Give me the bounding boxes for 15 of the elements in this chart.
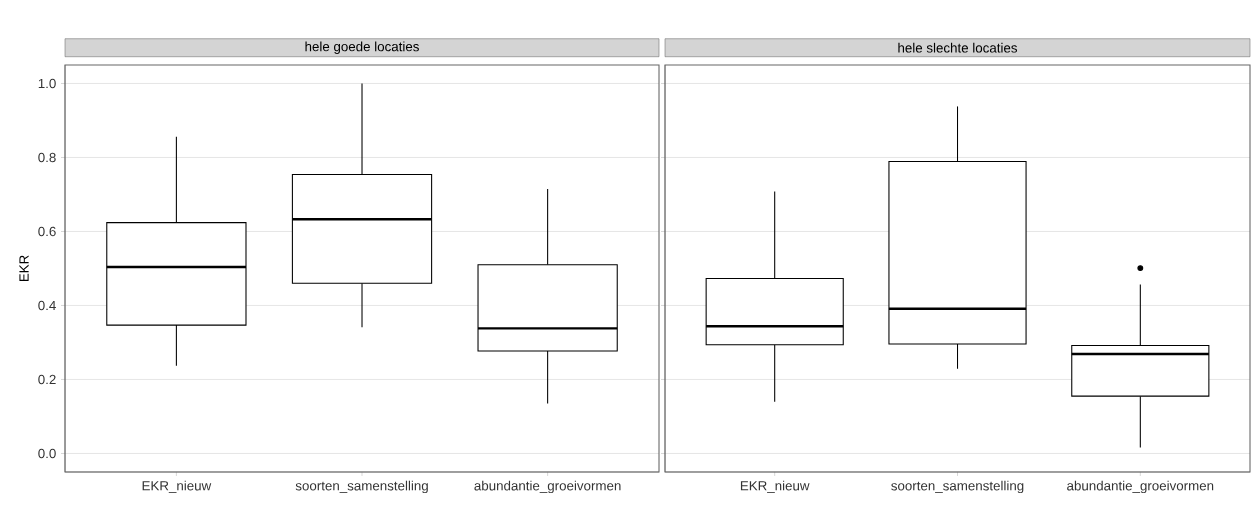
x-tick-label: EKR_nieuw [142,480,212,494]
y-axis-title: EKR [19,255,29,282]
y-tick-label: 0.2 [38,374,56,385]
y-tick-label: 0.4 [38,300,56,311]
y-tick-label: 0.6 [38,226,56,237]
y-tick-label: 1.0 [38,78,56,89]
x-tick-label: abundantie_groeivormen [1067,480,1214,494]
y-tick-label: 0.0 [38,448,56,459]
x-tick-label: soorten_samenstelling [295,480,428,494]
x-tick-label: soorten_samenstelling [891,480,1024,494]
chart-title: hele slechte locaties [898,42,1018,53]
x-tick-label: abundantie_groeivormen [474,480,621,494]
chart-title: hele goede locaties [305,41,419,54]
x-tick-label: EKR_nieuw [740,480,810,494]
y-tick-label: 0.8 [38,152,56,163]
